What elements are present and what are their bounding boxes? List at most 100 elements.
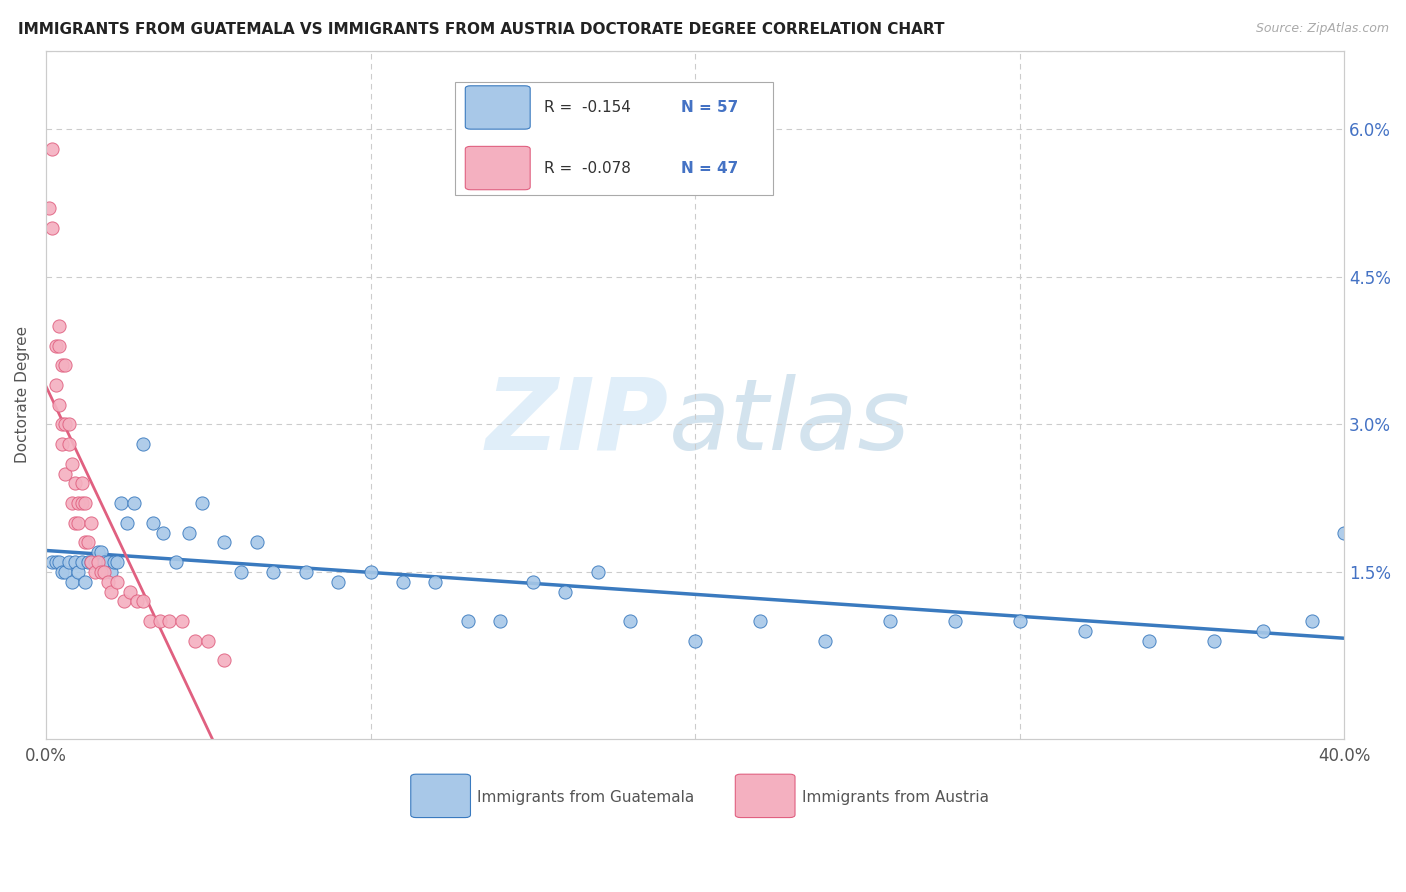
Point [55, 565, 77, 579]
Point [58, 555, 80, 569]
Text: N = 47: N = 47 [681, 161, 738, 176]
Point [1301, 614, 1323, 628]
Point [93, 565, 115, 579]
Point [63, 476, 86, 491]
Point [58, 417, 80, 432]
Point [262, 565, 284, 579]
Point [139, 614, 162, 628]
Point [157, 614, 180, 628]
Point [41, 142, 63, 156]
Point [83, 555, 105, 569]
Text: atlas: atlas [669, 374, 911, 471]
Point [683, 633, 706, 648]
Point [77, 555, 100, 569]
Point [132, 594, 155, 608]
Point [38, 201, 60, 215]
Point [41, 220, 63, 235]
FancyBboxPatch shape [411, 774, 471, 818]
Text: Immigrants from Austria: Immigrants from Austria [801, 790, 988, 805]
Point [70, 555, 93, 569]
Point [73, 496, 96, 510]
Point [814, 633, 837, 648]
Text: Immigrants from Guatemala: Immigrants from Guatemala [477, 790, 695, 805]
Point [425, 574, 447, 589]
Point [51, 437, 73, 451]
Point [80, 516, 103, 530]
Point [87, 555, 110, 569]
Point [67, 496, 90, 510]
Point [45, 339, 67, 353]
Point [619, 614, 641, 628]
Point [586, 565, 609, 579]
Point [103, 555, 125, 569]
Point [122, 496, 145, 510]
Point [83, 565, 105, 579]
Point [148, 614, 170, 628]
Point [105, 574, 128, 589]
Point [97, 574, 120, 589]
Point [1333, 525, 1355, 540]
Point [73, 574, 96, 589]
Point [172, 614, 194, 628]
Text: R =  -0.078: R = -0.078 [544, 161, 631, 176]
Point [152, 525, 174, 540]
Point [80, 555, 103, 569]
Text: R =  -0.154: R = -0.154 [544, 100, 631, 115]
Point [60, 574, 83, 589]
Point [93, 555, 115, 569]
Text: IMMIGRANTS FROM GUATEMALA VS IMMIGRANTS FROM AUSTRIA DOCTORATE DEGREE CORRELATIO: IMMIGRANTS FROM GUATEMALA VS IMMIGRANTS … [18, 22, 945, 37]
Point [60, 457, 83, 471]
Point [1204, 633, 1226, 648]
Point [125, 594, 148, 608]
Point [177, 525, 200, 540]
Point [90, 565, 112, 579]
Point [879, 614, 901, 628]
Point [70, 496, 93, 510]
Point [1073, 624, 1095, 638]
Point [142, 516, 165, 530]
Point [522, 574, 544, 589]
Point [115, 516, 138, 530]
Point [110, 496, 132, 510]
Point [58, 437, 80, 451]
Point [184, 633, 207, 648]
Text: Source: ZipAtlas.com: Source: ZipAtlas.com [1256, 22, 1389, 36]
Point [90, 545, 112, 559]
Point [214, 653, 236, 667]
FancyBboxPatch shape [465, 146, 530, 190]
Point [51, 417, 73, 432]
Point [55, 467, 77, 481]
Point [51, 565, 73, 579]
Point [112, 594, 135, 608]
Point [1008, 614, 1031, 628]
Point [77, 535, 100, 549]
Point [197, 633, 219, 648]
Point [48, 555, 70, 569]
Point [489, 614, 512, 628]
Point [67, 516, 90, 530]
Point [392, 574, 415, 589]
Point [246, 535, 269, 549]
Point [360, 565, 382, 579]
Point [48, 398, 70, 412]
Point [60, 496, 83, 510]
Point [73, 535, 96, 549]
Point [70, 476, 93, 491]
Point [41, 555, 63, 569]
Point [67, 565, 90, 579]
Point [80, 555, 103, 569]
Point [294, 565, 316, 579]
Point [457, 614, 479, 628]
Point [326, 574, 349, 589]
Point [100, 565, 122, 579]
Point [55, 359, 77, 373]
Point [120, 584, 142, 599]
Text: N = 57: N = 57 [681, 100, 738, 115]
Point [48, 339, 70, 353]
Point [943, 614, 966, 628]
Point [45, 378, 67, 392]
Point [214, 535, 236, 549]
Text: ZIP: ZIP [486, 374, 669, 471]
Point [554, 584, 576, 599]
Point [97, 555, 120, 569]
